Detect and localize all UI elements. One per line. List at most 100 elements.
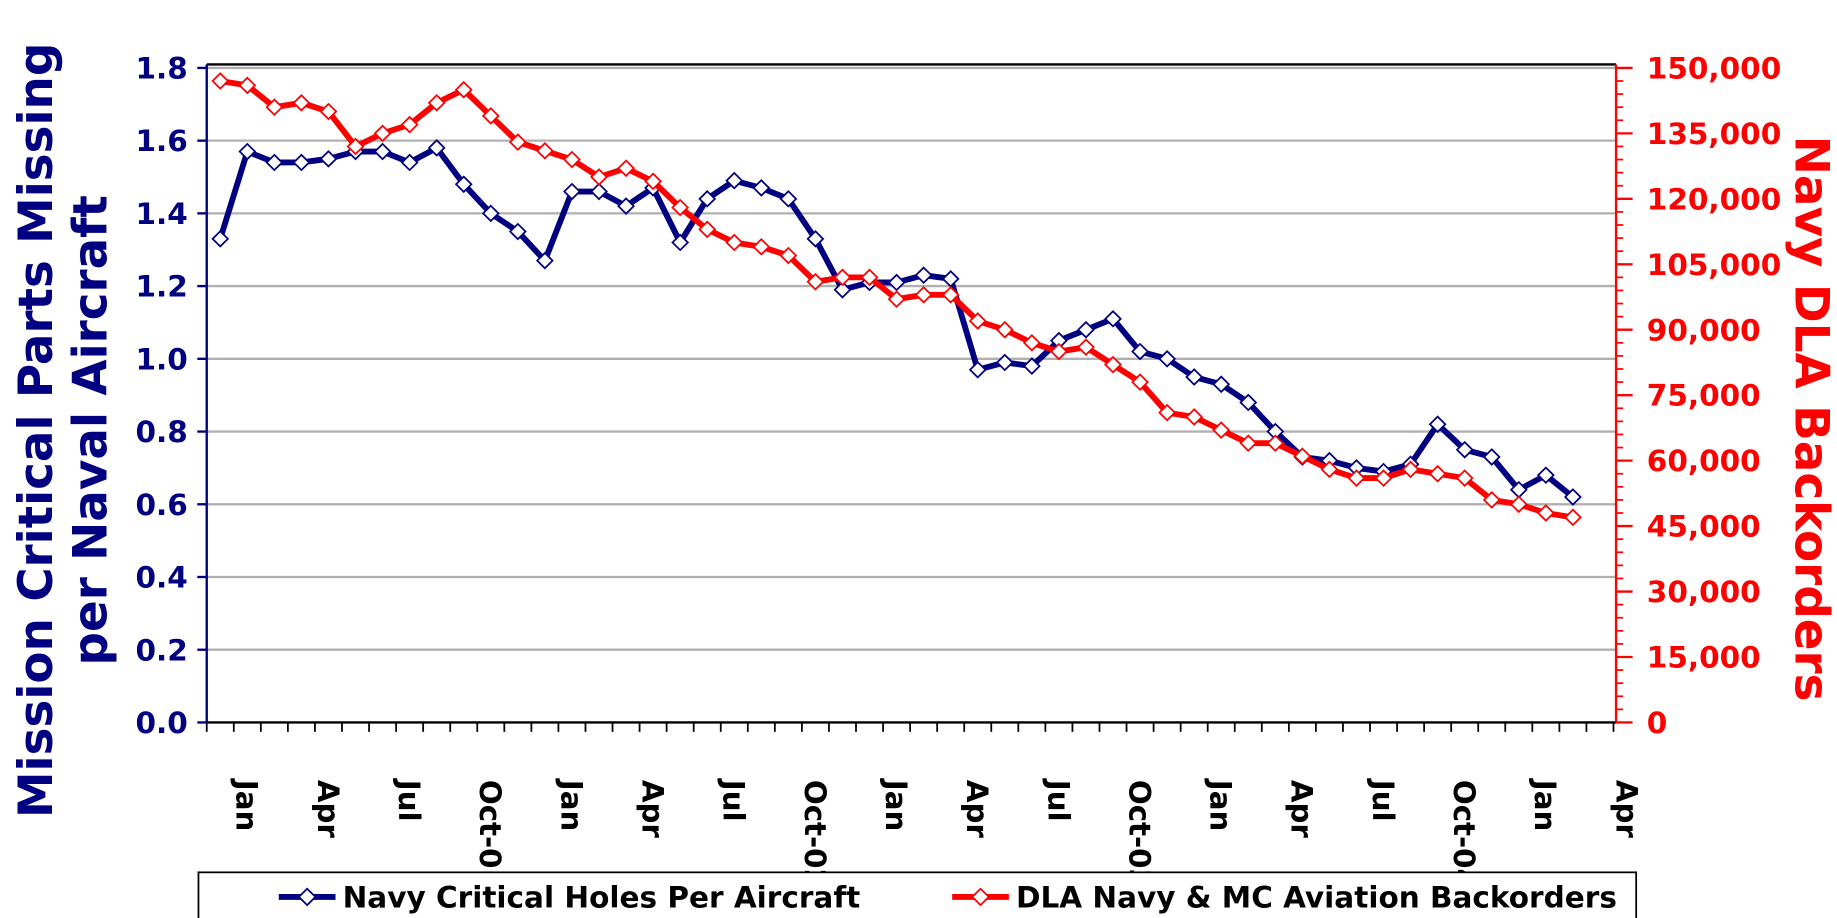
data-point bbox=[454, 80, 473, 99]
data-point bbox=[508, 133, 527, 151]
x-tick-label: Oct-03 bbox=[1122, 780, 1156, 889]
data-point bbox=[1022, 357, 1041, 375]
data-point bbox=[1293, 447, 1312, 466]
x-tick-label: Apr bbox=[311, 780, 345, 839]
data-point bbox=[833, 268, 852, 287]
data-point bbox=[1509, 495, 1528, 514]
data-point bbox=[1185, 368, 1204, 386]
data-point bbox=[725, 171, 744, 190]
data-point bbox=[752, 237, 771, 256]
legend-box bbox=[197, 871, 1638, 918]
x-tick-label: Apr bbox=[635, 780, 669, 839]
x-tick-label: Apr bbox=[960, 780, 994, 839]
data-point bbox=[563, 182, 581, 201]
data-point bbox=[1536, 504, 1555, 522]
y2-tick-label: 15,000 bbox=[1647, 641, 1761, 675]
data-point bbox=[995, 320, 1014, 339]
data-point bbox=[779, 189, 798, 208]
y-tick-label: 1.4 bbox=[136, 197, 188, 231]
data-point bbox=[1104, 309, 1122, 328]
series-line bbox=[217, 144, 1575, 500]
legend-label: Navy Critical Holes Per Aircraft bbox=[343, 881, 861, 915]
data-point bbox=[887, 273, 906, 292]
data-point bbox=[698, 220, 717, 239]
y-tick-label: 0.8 bbox=[136, 415, 188, 449]
data-point bbox=[968, 312, 987, 330]
data-point bbox=[346, 137, 365, 156]
y-tick-label: 1.6 bbox=[136, 124, 188, 158]
data-point bbox=[644, 172, 663, 191]
x-tick-label: Oct-04 bbox=[1447, 780, 1481, 889]
data-point bbox=[1239, 434, 1258, 453]
data-point bbox=[1482, 491, 1501, 509]
data-point bbox=[535, 251, 554, 270]
data-point bbox=[590, 182, 608, 201]
data-point bbox=[265, 153, 284, 172]
data-point bbox=[1158, 349, 1177, 368]
x-tick-label: Jul bbox=[392, 778, 426, 822]
data-point bbox=[995, 353, 1014, 372]
x-tick-label: Jan bbox=[1528, 778, 1562, 831]
data-point bbox=[400, 153, 419, 172]
data-point bbox=[1482, 448, 1501, 466]
data-point bbox=[1212, 375, 1231, 394]
data-point bbox=[941, 269, 960, 288]
data-point bbox=[941, 285, 960, 304]
y-tick-label: 0.6 bbox=[136, 488, 188, 522]
data-point bbox=[590, 168, 608, 186]
data-point bbox=[454, 175, 473, 194]
data-point bbox=[563, 150, 581, 169]
x-tick-label: Oct-02 bbox=[798, 780, 832, 889]
data-point bbox=[265, 98, 284, 117]
y2-tick-label: 120,000 bbox=[1647, 182, 1781, 216]
data-point bbox=[238, 142, 257, 161]
data-point bbox=[1374, 469, 1393, 487]
x-tick-label: Jul bbox=[717, 778, 751, 822]
data-point bbox=[752, 179, 771, 197]
data-point bbox=[292, 153, 311, 172]
y2-tick-label: 135,000 bbox=[1647, 117, 1781, 151]
data-point bbox=[373, 142, 392, 161]
data-point bbox=[779, 246, 798, 265]
y2-tick-label: 105,000 bbox=[1647, 248, 1781, 282]
y-tick-label: 1.8 bbox=[136, 52, 188, 86]
data-point bbox=[508, 222, 527, 241]
data-point bbox=[1536, 466, 1555, 485]
data-point bbox=[1401, 460, 1420, 479]
data-point bbox=[1104, 355, 1122, 374]
data-point bbox=[1158, 403, 1177, 422]
data-point bbox=[1049, 342, 1068, 361]
x-tick-label: Jan bbox=[554, 778, 588, 831]
data-point bbox=[860, 268, 879, 287]
data-point bbox=[481, 107, 500, 125]
y-tick-label: 0.0 bbox=[136, 706, 188, 740]
data-point bbox=[427, 139, 446, 157]
data-point bbox=[1212, 421, 1231, 439]
x-tick-label: Apr bbox=[1609, 780, 1643, 839]
data-point bbox=[1347, 469, 1366, 487]
y2-tick-label: 60,000 bbox=[1647, 444, 1761, 478]
data-point bbox=[427, 93, 446, 112]
data-point bbox=[671, 233, 690, 252]
data-point bbox=[725, 233, 744, 252]
data-point bbox=[968, 360, 987, 379]
data-point bbox=[238, 76, 257, 95]
data-point bbox=[1428, 415, 1447, 434]
data-point bbox=[373, 124, 392, 143]
legend-marker bbox=[970, 887, 991, 907]
x-tick-label: Jul bbox=[1041, 778, 1075, 822]
data-point bbox=[211, 72, 230, 90]
data-point bbox=[617, 159, 635, 178]
x-tick-label: Jan bbox=[1204, 778, 1238, 831]
data-point bbox=[1563, 508, 1582, 527]
y-axis-title: per Naval Aircraft bbox=[63, 195, 118, 665]
legend-label: DLA Navy & MC Aviation Backorders bbox=[1016, 881, 1617, 915]
data-point bbox=[617, 197, 635, 215]
data-point bbox=[887, 290, 906, 309]
y-tick-label: 0.2 bbox=[136, 633, 188, 667]
data-point bbox=[1455, 440, 1474, 459]
y2-tick-label: 150,000 bbox=[1647, 52, 1781, 86]
y2-tick-label: 90,000 bbox=[1647, 313, 1761, 347]
